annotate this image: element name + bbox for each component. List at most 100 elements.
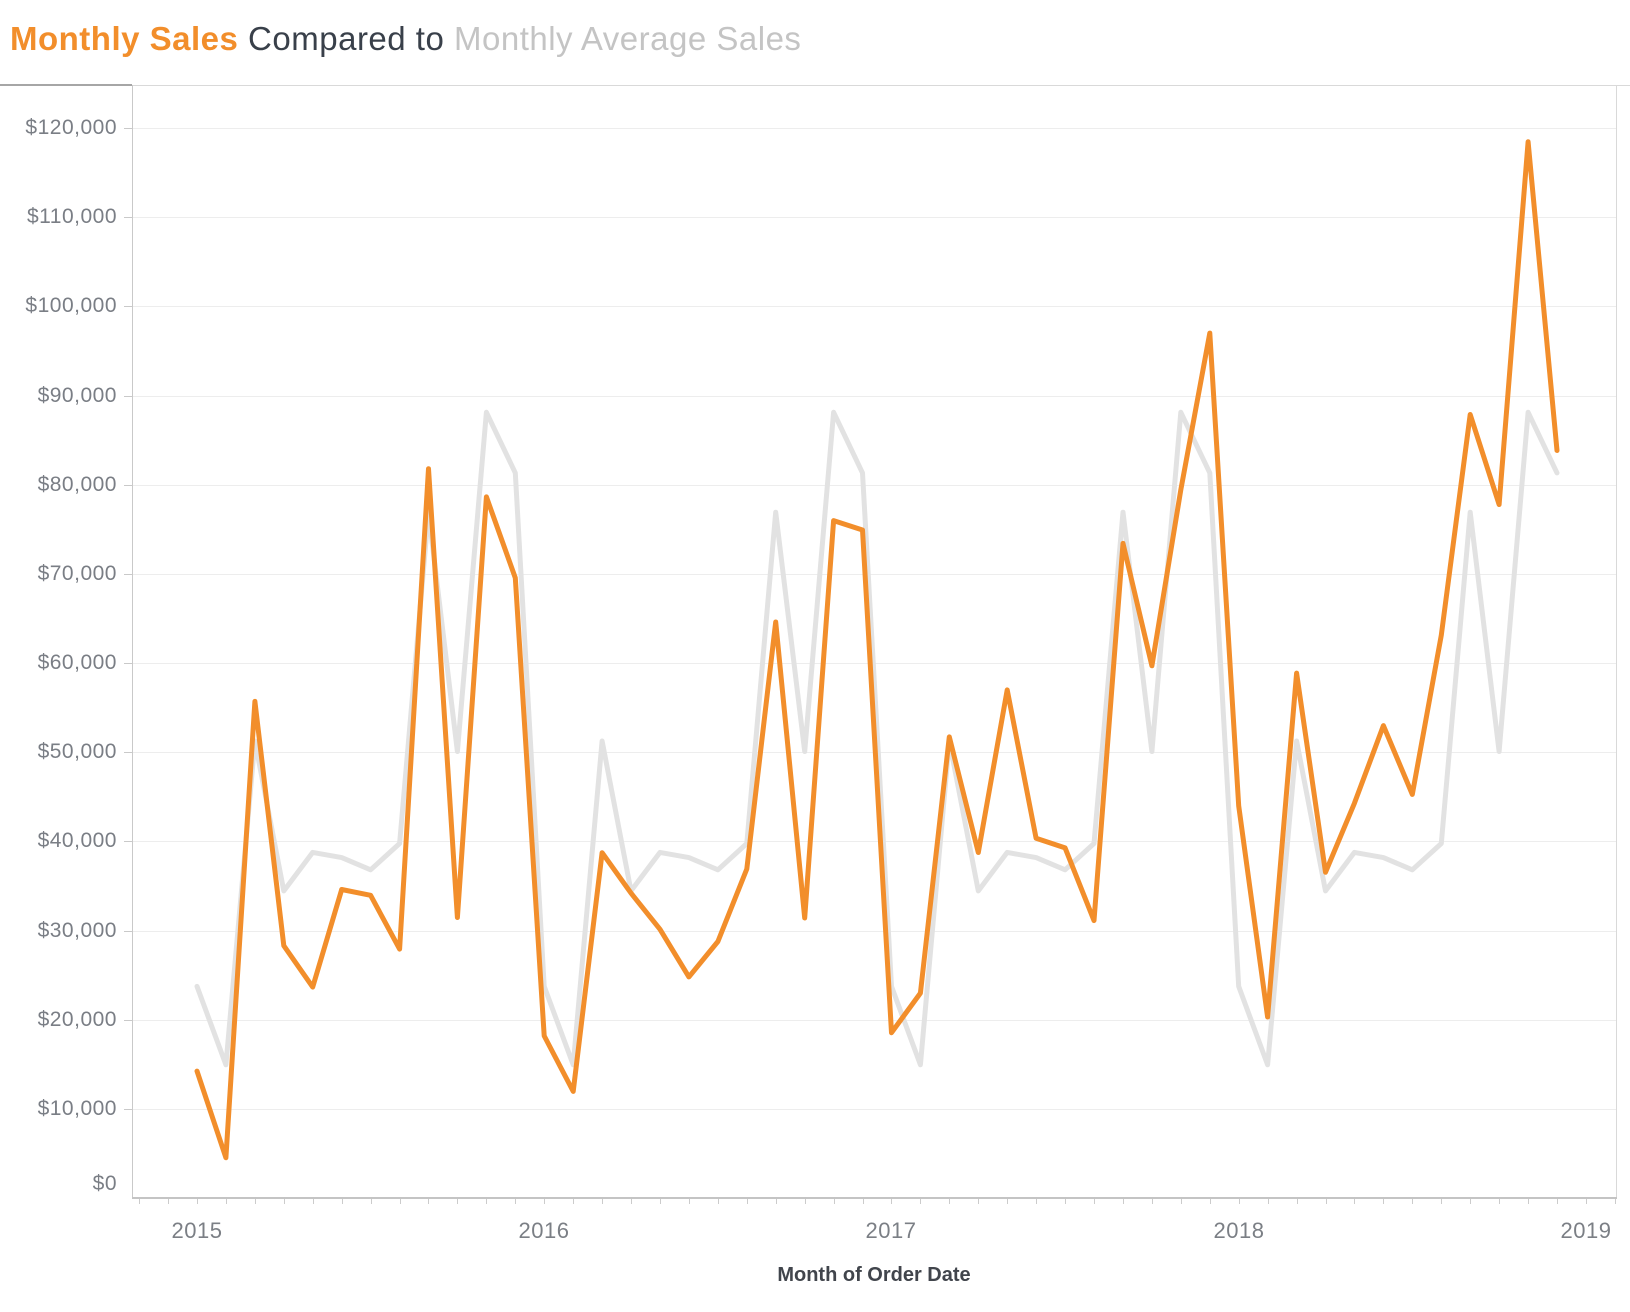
gridline (133, 931, 1616, 932)
x-axis-tick (1441, 1199, 1442, 1204)
x-axis-tick (949, 1199, 950, 1204)
y-axis-label: $80,000 (37, 473, 117, 496)
x-axis-tick (1152, 1199, 1153, 1204)
x-axis-tick (1210, 1199, 1211, 1204)
gridline (133, 306, 1616, 307)
x-axis-label: 2015 (171, 1218, 223, 1243)
x-axis-tick (486, 1199, 487, 1204)
y-axis-label: $70,000 (37, 562, 117, 585)
x-axis-tick (1268, 1199, 1269, 1204)
plot-top-border (132, 85, 1630, 86)
y-axis-tick (124, 931, 132, 932)
x-axis-tick (168, 1199, 169, 1204)
x-axis-tick (284, 1199, 285, 1204)
x-axis-tick (1094, 1199, 1095, 1204)
monthly-sales-line[interactable] (194, 139, 1560, 1161)
x-axis-label: 2018 (1213, 1218, 1265, 1243)
y-axis-label: $110,000 (26, 205, 117, 228)
y-axis-label: $50,000 (37, 740, 117, 763)
x-axis-tick (1297, 1199, 1298, 1204)
x-axis-tick (515, 1199, 516, 1204)
gridline (133, 1020, 1616, 1021)
gridline (133, 1109, 1616, 1110)
x-axis-tick (313, 1199, 314, 1204)
gridline (133, 574, 1616, 575)
x-axis-tick (573, 1199, 574, 1204)
x-axis-tick (689, 1199, 690, 1204)
x-axis-title: Month of Order Date (777, 1264, 971, 1286)
gridline (133, 396, 1616, 397)
y-axis-tick (124, 841, 132, 842)
x-axis-tick (1181, 1199, 1182, 1204)
x-axis-tick (776, 1199, 777, 1204)
title-monthly-average-sales: Monthly Average Sales (454, 20, 802, 57)
gridline (133, 128, 1616, 129)
x-axis-tick (660, 1199, 661, 1204)
x-axis-tick (1239, 1199, 1240, 1204)
x-axis-tick (1383, 1199, 1384, 1204)
gridline (133, 217, 1616, 218)
x-axis-tick (1065, 1199, 1066, 1204)
x-axis-tick (400, 1199, 401, 1204)
y-axis-label: $90,000 (37, 384, 117, 407)
title-monthly-sales: Monthly Sales (10, 20, 239, 57)
x-axis-tick (920, 1199, 921, 1204)
y-axis-tick (124, 396, 132, 397)
chart-title: Monthly Sales Compared to Monthly Averag… (10, 20, 801, 58)
x-axis-label: 2017 (865, 1218, 917, 1243)
y-axis-label: $100,000 (25, 294, 117, 317)
x-axis-tick (544, 1199, 545, 1204)
x-axis-tick (891, 1199, 892, 1204)
y-axis-tick (124, 1109, 132, 1110)
y-axis-tick (124, 574, 132, 575)
x-axis-tick (1470, 1199, 1471, 1204)
x-axis-tick (1354, 1199, 1355, 1204)
x-axis-label: 2016 (518, 1218, 570, 1243)
x-axis-tick (1557, 1199, 1558, 1204)
gridline (133, 841, 1616, 842)
x-axis-tick (805, 1199, 806, 1204)
x-axis-tick (1412, 1199, 1413, 1204)
y-axis-label: $0 (92, 1172, 117, 1195)
y-axis-tick (124, 217, 132, 218)
x-axis-tick (1586, 1199, 1587, 1204)
x-axis-tick (863, 1199, 864, 1204)
y-axis-label: $60,000 (37, 651, 117, 674)
gridline (133, 485, 1616, 486)
y-axis-label: $20,000 (37, 1008, 117, 1031)
x-axis-line (132, 1197, 1617, 1199)
x-axis-tick (371, 1199, 372, 1204)
plot-right-border (1616, 85, 1617, 1198)
x-axis-tick (1499, 1199, 1500, 1204)
x-axis-tick (1326, 1199, 1327, 1204)
y-axis-label: $120,000 (25, 116, 117, 139)
y-axis-tick (124, 752, 132, 753)
y-axis-tick (124, 485, 132, 486)
x-axis-tick (602, 1199, 603, 1204)
title-compared-to: Compared to (238, 20, 454, 57)
y-axis-tick (124, 306, 132, 307)
x-axis-tick (1123, 1199, 1124, 1204)
y-axis-tick (124, 128, 132, 129)
x-axis-tick (197, 1199, 198, 1204)
x-axis-tick (1036, 1199, 1037, 1204)
x-axis-tick (718, 1199, 719, 1204)
y-axis-tick (124, 663, 132, 664)
x-axis-tick (978, 1199, 979, 1204)
x-axis-tick (255, 1199, 256, 1204)
y-axis-label: $30,000 (37, 919, 117, 942)
y-axis-label: $40,000 (37, 829, 117, 852)
y-axis-tick (124, 1020, 132, 1021)
x-axis-tick (342, 1199, 343, 1204)
header-divider-dark-segment (0, 84, 132, 86)
x-axis-tick (428, 1199, 429, 1204)
x-axis-tick (1615, 1199, 1616, 1204)
x-axis-tick (139, 1199, 140, 1204)
x-axis-tick (747, 1199, 748, 1204)
x-axis-tick (631, 1199, 632, 1204)
x-axis-label: 2019 (1560, 1218, 1612, 1243)
x-axis-tick (457, 1199, 458, 1204)
y-axis-label: $10,000 (37, 1097, 117, 1120)
